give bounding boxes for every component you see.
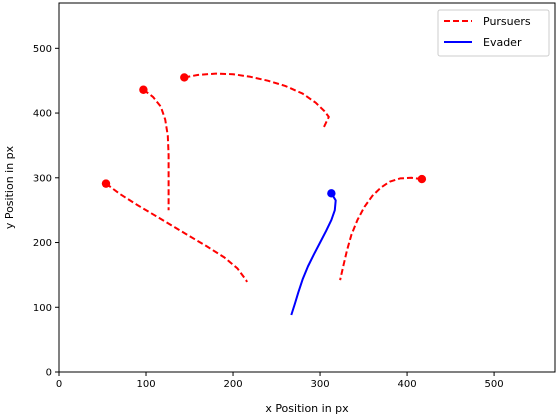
legend-label-evader: Evader — [483, 36, 522, 49]
y-tick-label: 0 — [46, 368, 52, 379]
x-axis-ticks: 0 100 200 300 400 500 — [56, 372, 504, 390]
x-tick-label: 0 — [56, 379, 62, 390]
x-tick-label: 500 — [485, 379, 504, 390]
y-tick-label: 100 — [33, 303, 52, 314]
pursuer-marker-2 — [139, 85, 148, 94]
legend-label-pursuers: Pursuers — [483, 15, 531, 28]
pursuer-marker-4 — [417, 174, 427, 184]
pursuer-marker-3 — [180, 73, 189, 82]
y-tick-label: 400 — [33, 109, 52, 120]
pursuer-path-4 — [339, 176, 423, 281]
plot-frame — [58, 2, 556, 373]
pursuer-path-3 — [184, 72, 330, 129]
y-tick-label: 500 — [33, 44, 52, 55]
y-tick-label: 200 — [33, 238, 52, 249]
pursuer-path-2 — [142, 88, 170, 211]
x-tick-label: 300 — [311, 379, 330, 390]
plot-markers — [101, 73, 427, 198]
evader-path-1 — [290, 192, 337, 316]
legend: Pursuers Evader — [437, 9, 550, 57]
y-axis-label: y Position in px — [3, 145, 16, 229]
pursuer-path-1 — [105, 182, 248, 283]
y-axis-ticks: 0 100 200 300 400 500 — [33, 44, 59, 379]
pursuer-marker-1 — [101, 179, 111, 188]
y-tick-label: 300 — [33, 173, 52, 184]
evader-marker-1 — [327, 189, 336, 198]
plot-lines — [105, 72, 423, 316]
x-tick-label: 400 — [398, 379, 417, 390]
x-tick-label: 100 — [136, 379, 155, 390]
x-axis-label: x Position in px — [265, 402, 349, 415]
x-tick-label: 200 — [223, 379, 242, 390]
